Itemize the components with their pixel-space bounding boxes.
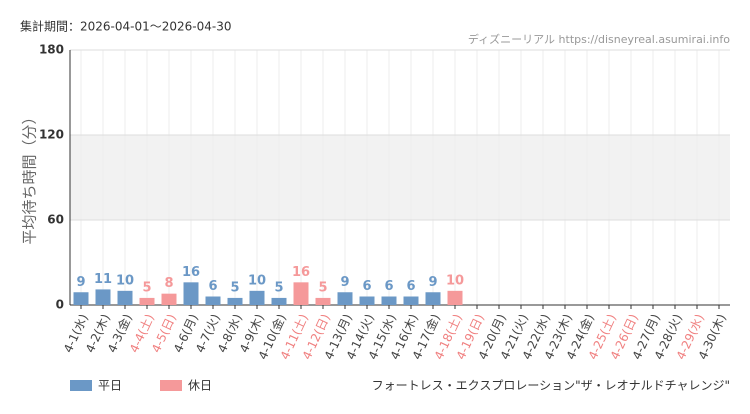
bar <box>73 292 89 305</box>
value-label: 5 <box>230 280 239 295</box>
value-label: 5 <box>318 280 327 295</box>
value-label: 8 <box>164 276 173 291</box>
value-label: 16 <box>182 265 200 280</box>
site: ディズニーリアル https://disneyreal.asumirai.inf… <box>468 32 730 46</box>
bar <box>381 296 397 305</box>
bar <box>249 290 265 305</box>
value-label: 9 <box>428 275 437 290</box>
period: 集計期間：2026-04-01～2026-04-30 <box>20 19 231 34</box>
bar <box>271 297 287 305</box>
value-label: 6 <box>384 279 393 294</box>
y-tick-label: 0 <box>56 298 64 312</box>
bar <box>425 292 441 305</box>
bar <box>315 297 331 305</box>
legend-swatch <box>70 380 92 391</box>
bar <box>161 293 177 305</box>
bar <box>117 290 133 305</box>
value-label: 16 <box>292 265 310 280</box>
value-label: 6 <box>406 279 415 294</box>
value-label: 6 <box>208 279 217 294</box>
legend-swatch <box>160 380 182 391</box>
value-label: 10 <box>116 273 134 288</box>
value-label: 9 <box>340 275 349 290</box>
value-label: 11 <box>94 272 112 287</box>
bar <box>205 296 221 305</box>
ride-name: フォートレス・エクスプロレーション"ザ・レオナルドチャレンジ" <box>372 379 730 393</box>
bar <box>447 290 463 305</box>
legend-label: 休日 <box>188 379 212 393</box>
y-tick-label: 120 <box>39 128 64 142</box>
y-tick-label: 60 <box>47 213 64 227</box>
y-axis-title: 平均待ち時間（分） <box>21 109 39 244</box>
bar <box>337 292 353 305</box>
value-label: 5 <box>142 280 151 295</box>
bar <box>403 296 419 305</box>
bar <box>293 282 309 305</box>
legend-label: 平日 <box>98 379 122 393</box>
value-label: 10 <box>248 273 266 288</box>
value-label: 6 <box>362 279 371 294</box>
bar <box>227 297 243 305</box>
bar <box>139 297 155 305</box>
value-label: 5 <box>274 280 283 295</box>
y-tick-label: 180 <box>39 43 64 57</box>
bar <box>359 296 375 305</box>
value-label: 10 <box>446 273 464 288</box>
value-label: 9 <box>76 275 85 290</box>
bar <box>95 289 111 305</box>
shaded-band <box>70 135 730 220</box>
bar <box>183 282 199 305</box>
